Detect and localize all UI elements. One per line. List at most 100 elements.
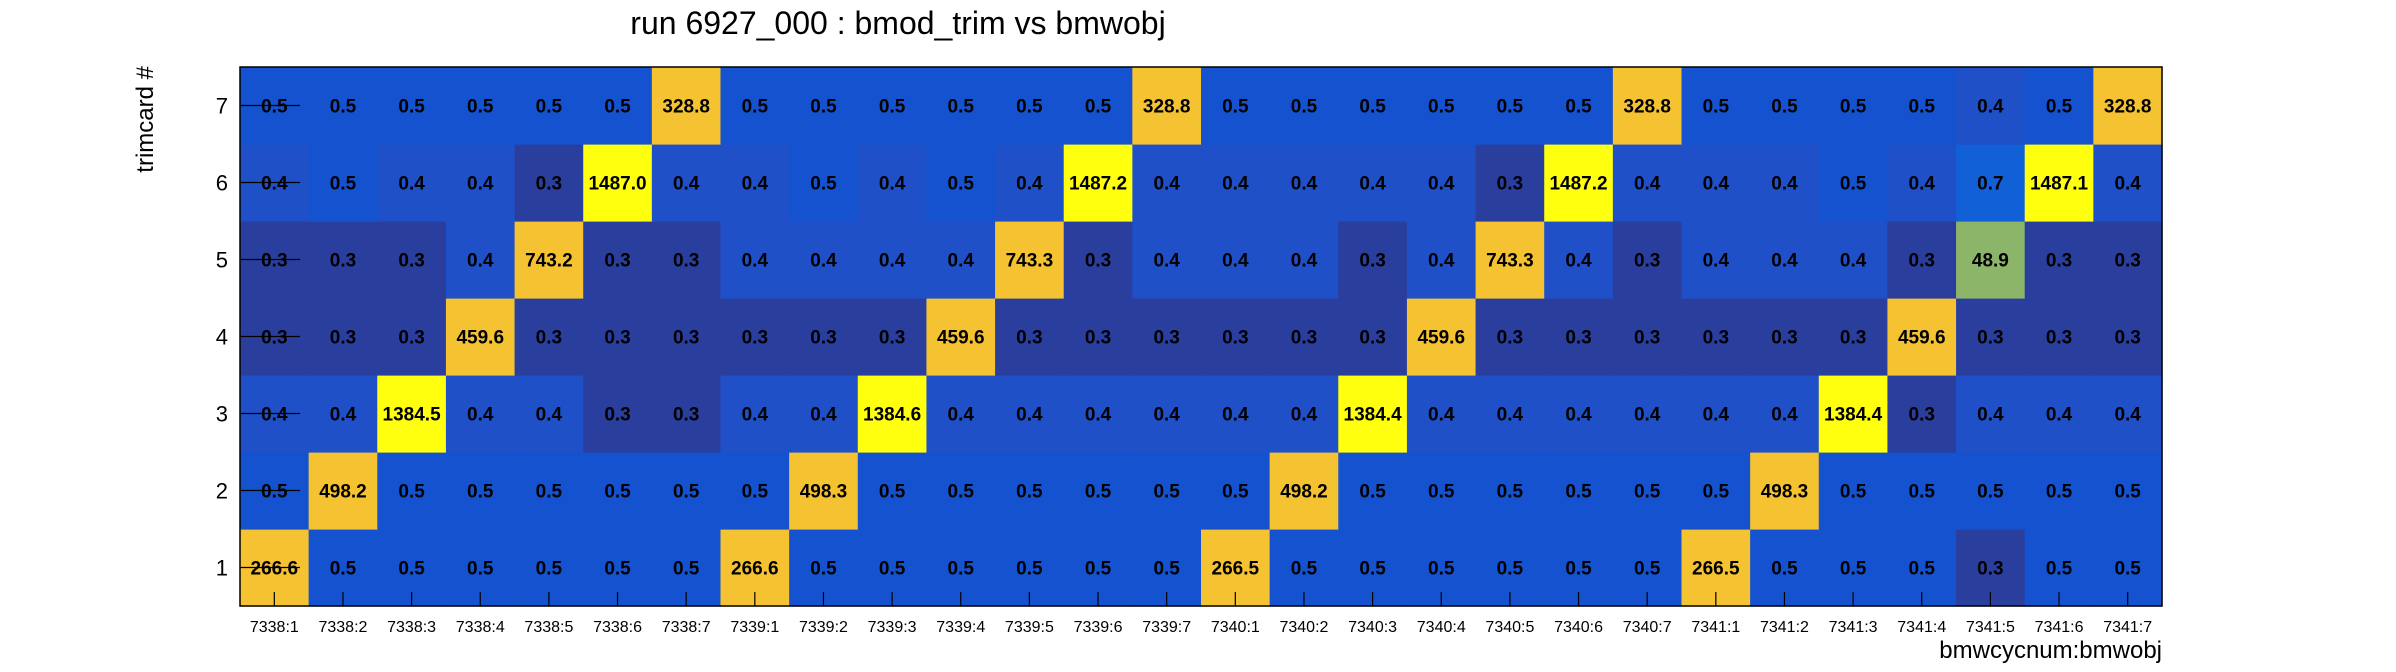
cell-value-label: 0.5 xyxy=(1428,482,1455,503)
heatmap-cell xyxy=(789,298,859,376)
heatmap-cell xyxy=(789,375,859,453)
y-tick-label: 4 xyxy=(216,325,228,350)
heatmap-cell xyxy=(445,144,516,222)
cell-value-label: 0.3 xyxy=(742,328,768,349)
cell-value-label: 0.5 xyxy=(1085,482,1112,503)
heatmap-cell xyxy=(1544,221,1614,299)
cell-value-label: 48.9 xyxy=(1972,251,2009,272)
cell-value-label: 0.3 xyxy=(261,328,287,349)
cell-value-label: 0.4 xyxy=(948,251,975,272)
cell-value-label: 0.5 xyxy=(1359,559,1386,580)
heatmap-cell xyxy=(1406,144,1477,222)
cell-value-label: 0.4 xyxy=(2114,405,2141,426)
x-tick-label: 7340:2 xyxy=(1279,619,1328,636)
heatmap-cell xyxy=(1269,375,1339,453)
y-tick-label: 3 xyxy=(216,402,228,427)
heatmap-cell xyxy=(1681,221,1751,299)
cell-value-label: 0.5 xyxy=(261,97,288,118)
heatmap-cell xyxy=(377,221,447,299)
x-tick-label: 7339:4 xyxy=(936,619,985,636)
heatmap-cell xyxy=(2093,298,2163,376)
cell-value-label: 0.5 xyxy=(1497,482,1524,503)
heatmap-cell xyxy=(1818,375,1889,453)
cell-value-label: 0.5 xyxy=(1085,559,1112,580)
heatmap-cell xyxy=(995,67,1065,145)
heatmap-cell xyxy=(1338,298,1408,376)
cell-value-label: 0.5 xyxy=(330,559,357,580)
heatmap-cell xyxy=(1681,375,1751,453)
heatmap-cell xyxy=(1818,452,1889,530)
x-tick-label: 7341:7 xyxy=(2103,619,2152,636)
cell-value-label: 498.2 xyxy=(319,482,367,503)
cell-value-label: 0.5 xyxy=(673,482,700,503)
heatmap-cell xyxy=(2024,298,2094,376)
heatmap-cell xyxy=(514,144,584,222)
heatmap-cell xyxy=(1338,67,1408,145)
cell-value-label: 0.3 xyxy=(1771,328,1797,349)
heatmap-cell xyxy=(789,221,859,299)
heatmap-cell xyxy=(1475,298,1545,376)
x-tick-label: 7341:2 xyxy=(1760,619,1809,636)
cell-value-label: 0.3 xyxy=(1909,251,1935,272)
cell-value-label: 0.4 xyxy=(330,405,357,426)
heatmap-cell xyxy=(1475,452,1545,530)
cell-value-label: 0.5 xyxy=(1565,97,1592,118)
heatmap-cell xyxy=(1338,144,1408,222)
heatmap-cell xyxy=(2024,221,2094,299)
x-tick-label: 7339:1 xyxy=(730,619,779,636)
cell-value-label: 0.5 xyxy=(673,559,700,580)
cell-value-label: 0.5 xyxy=(1565,559,1592,580)
heatmap-cell xyxy=(1406,375,1477,453)
heatmap-cell xyxy=(1132,375,1202,453)
cell-value-label: 0.4 xyxy=(1153,405,1180,426)
heatmap-cell xyxy=(308,375,378,453)
cell-value-label: 0.4 xyxy=(1703,251,1730,272)
heatmap-cell xyxy=(1201,452,1271,530)
x-tick-label: 7341:1 xyxy=(1691,619,1740,636)
heatmap-cell xyxy=(1818,221,1889,299)
heatmap-cell xyxy=(514,375,584,453)
cell-value-label: 0.4 xyxy=(261,405,288,426)
heatmap-cell xyxy=(1887,298,1957,376)
cell-value-label: 0.5 xyxy=(1497,559,1524,580)
cell-value-label: 0.5 xyxy=(1428,97,1455,118)
heatmap-cell xyxy=(1544,144,1614,222)
heatmap-cell xyxy=(1612,67,1683,145)
cell-value-label: 1384.6 xyxy=(863,405,921,426)
heatmap-cell xyxy=(857,144,928,222)
heatmap-cell xyxy=(1406,298,1477,376)
heatmap-cell xyxy=(995,221,1065,299)
cell-value-label: 0.5 xyxy=(879,559,906,580)
heatmap-cell xyxy=(1132,221,1202,299)
heatmap-cell xyxy=(651,298,722,376)
cell-value-label: 0.4 xyxy=(536,405,563,426)
cell-value-label: 0.5 xyxy=(1634,482,1661,503)
x-tick-label: 7338:3 xyxy=(387,619,436,636)
cell-value-label: 0.4 xyxy=(467,405,494,426)
heatmap-cell xyxy=(720,452,790,530)
cell-value-label: 0.4 xyxy=(879,251,906,272)
heatmap-cell xyxy=(1269,221,1339,299)
x-tick-label: 7340:5 xyxy=(1485,619,1534,636)
heatmap-cell xyxy=(1063,452,1133,530)
cell-value-label: 0.4 xyxy=(1428,174,1455,195)
heatmap-cell xyxy=(377,375,447,453)
x-tick-label: 7339:3 xyxy=(868,619,917,636)
cell-value-label: 0.4 xyxy=(673,174,700,195)
cell-value-label: 0.4 xyxy=(1771,405,1798,426)
cell-value-label: 0.5 xyxy=(1153,482,1180,503)
cell-value-label: 0.3 xyxy=(1565,328,1591,349)
cell-value-label: 0.5 xyxy=(1359,97,1386,118)
cell-value-label: 0.3 xyxy=(1497,174,1523,195)
heatmap-cell xyxy=(445,221,516,299)
heatmap-cell xyxy=(1750,298,1820,376)
heatmap-cell xyxy=(1132,144,1202,222)
cell-value-label: 0.5 xyxy=(810,174,837,195)
x-tick-label: 7338:6 xyxy=(593,619,642,636)
cell-value-label: 0.5 xyxy=(1428,559,1455,580)
cell-value-label: 0.5 xyxy=(2114,482,2141,503)
heatmap-cell xyxy=(583,144,653,222)
cell-value-label: 0.3 xyxy=(1703,328,1729,349)
heatmap-cell xyxy=(1132,452,1202,530)
heatmap-cell xyxy=(514,298,584,376)
